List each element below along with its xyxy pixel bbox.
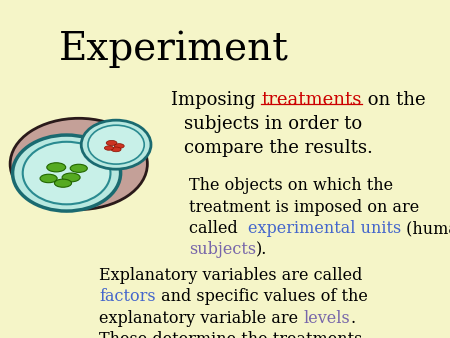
Text: on the: on the: [362, 91, 425, 109]
Ellipse shape: [111, 147, 121, 152]
Ellipse shape: [22, 142, 111, 204]
Text: and specific values of the: and specific values of the: [156, 288, 368, 305]
Text: ).: ).: [256, 241, 267, 258]
Ellipse shape: [13, 135, 121, 211]
Text: These determine the treatments.: These determine the treatments.: [99, 331, 368, 338]
Text: explanatory variable are: explanatory variable are: [99, 310, 303, 327]
Ellipse shape: [54, 179, 72, 187]
Ellipse shape: [106, 141, 117, 146]
Ellipse shape: [47, 163, 66, 172]
Text: subjects in order to: subjects in order to: [184, 115, 363, 133]
Text: The objects on which the: The objects on which the: [189, 177, 393, 194]
Ellipse shape: [88, 125, 144, 164]
Text: subjects: subjects: [189, 241, 256, 258]
Ellipse shape: [40, 174, 57, 183]
Text: levels: levels: [303, 310, 350, 327]
Text: treatments: treatments: [261, 91, 362, 109]
Ellipse shape: [70, 164, 87, 172]
Ellipse shape: [81, 120, 151, 169]
Text: Explanatory variables are called: Explanatory variables are called: [99, 267, 362, 284]
Ellipse shape: [104, 146, 113, 150]
Text: Imposing: Imposing: [171, 91, 261, 109]
Text: compare the results.: compare the results.: [184, 139, 374, 156]
Text: Experiment: Experiment: [58, 30, 288, 68]
Ellipse shape: [62, 173, 80, 182]
Ellipse shape: [114, 144, 124, 148]
Text: .: .: [350, 310, 355, 327]
Text: (human: (human: [401, 220, 450, 237]
Text: called: called: [189, 220, 248, 237]
Ellipse shape: [10, 118, 148, 210]
Text: experimental units: experimental units: [248, 220, 401, 237]
Text: treatment is imposed on are: treatment is imposed on are: [189, 199, 419, 216]
Text: factors: factors: [99, 288, 156, 305]
